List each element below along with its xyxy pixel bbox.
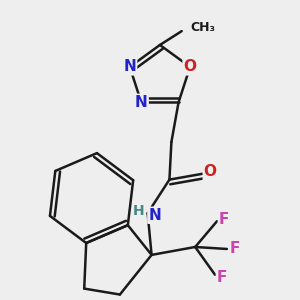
Text: O: O [184,59,196,74]
Text: F: F [230,242,240,256]
Text: N: N [135,95,148,110]
Text: O: O [204,164,217,179]
Text: H: H [133,204,145,218]
Text: F: F [219,212,229,227]
Text: N: N [148,208,161,223]
Text: N: N [123,59,136,74]
Text: F: F [217,270,227,285]
Text: CH₃: CH₃ [190,21,215,34]
